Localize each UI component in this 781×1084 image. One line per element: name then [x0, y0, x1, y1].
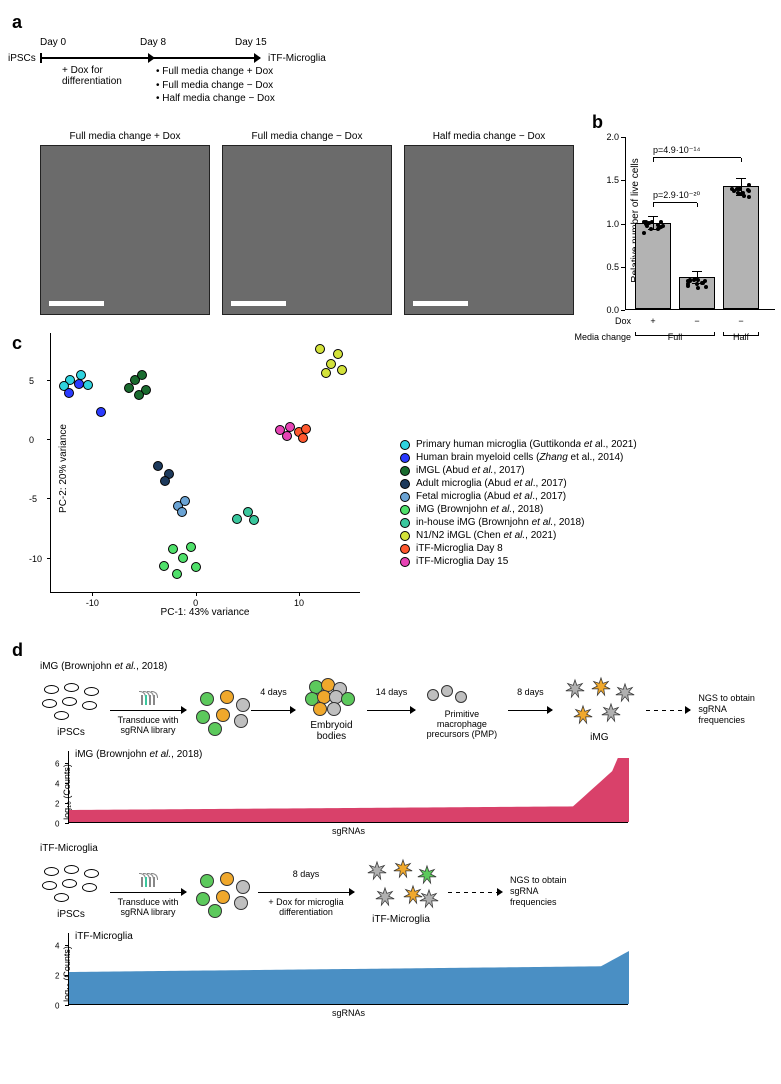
panel-c-label: c [12, 333, 22, 353]
scatter-ylabel: PC-2: 20% variance [58, 424, 69, 513]
ipsc-label: iPSCs [8, 53, 36, 64]
phase1: + Dox for differentiation [62, 65, 122, 87]
panel-a-label: a [12, 12, 22, 32]
panel-d-label: d [12, 640, 23, 660]
panel-b: b Relative number of live cells 0.00.51.… [592, 112, 777, 332]
panel-c: c PC-2: 20% variance -10010-10-505 PC-1:… [12, 333, 769, 618]
legend: Primary human microglia (Guttikonda et a… [400, 439, 637, 618]
micrograph-2 [222, 145, 392, 315]
micro-title-1: Full media change + Dox [40, 131, 210, 142]
scatter-xlabel: PC-1: 43% variance [50, 607, 360, 618]
day-0: Day 0 [40, 37, 66, 48]
day-15: Day 15 [235, 37, 267, 48]
micro-title-3: Half media change − Dox [404, 131, 574, 142]
panel-d: d iMG (Brownjohn et al., 2018)iPSCsTrans… [12, 640, 769, 1005]
micro-title-2: Full media change − Dox [222, 131, 392, 142]
figure: a Day 0 Day 8 Day 15 iPSCs iTF-Microglia… [12, 12, 769, 1005]
bar-chart: Relative number of live cells 0.00.51.01… [625, 137, 775, 332]
micrograph-3 [404, 145, 574, 315]
day-8: Day 8 [140, 37, 166, 48]
itf-label: iTF-Microglia [268, 53, 326, 64]
bullets: Full media change + Dox Full media chang… [156, 65, 275, 106]
panel-b-label: b [592, 112, 603, 132]
micrograph-1 [40, 145, 210, 315]
scatter-plot: PC-2: 20% variance -10010-10-505 [50, 333, 360, 593]
